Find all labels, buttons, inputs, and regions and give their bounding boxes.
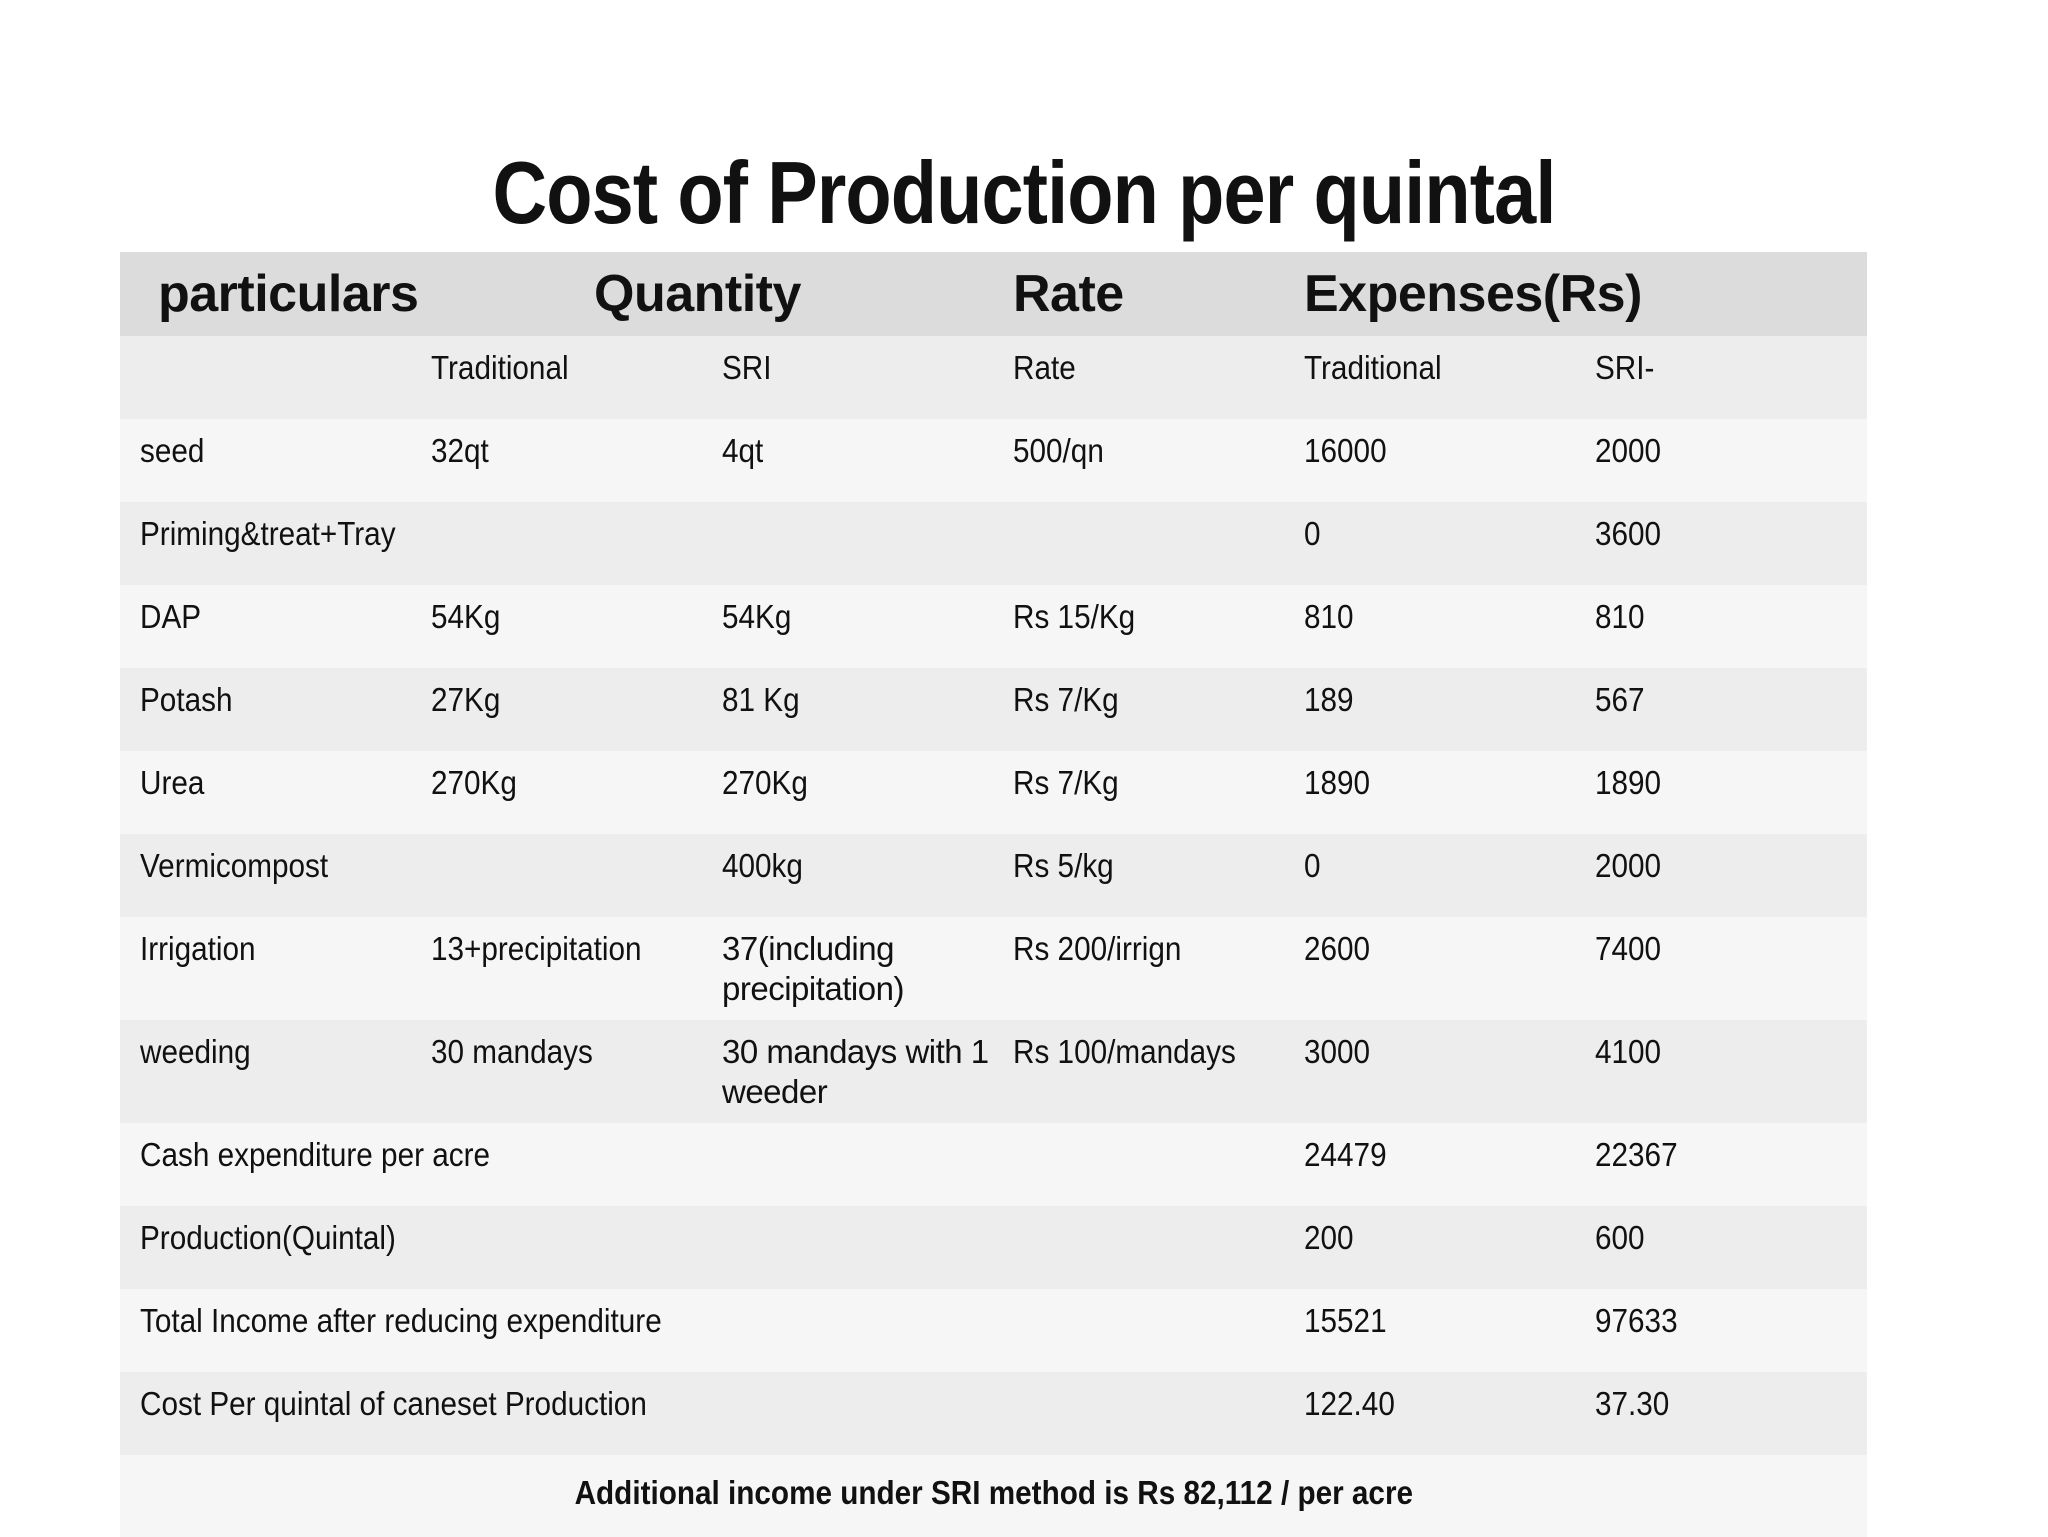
- cell-exp-traditional: 200: [1304, 1219, 1354, 1256]
- table-row: Irrigation 13+precipitation 37(including…: [120, 917, 1867, 1020]
- cell-qty-traditional: 27Kg: [431, 681, 501, 718]
- table-row: Cash expenditure per acre 24479 22367: [120, 1123, 1867, 1206]
- cell-qty-traditional: 54Kg: [431, 598, 501, 635]
- cell-qty-sri: 400kg: [722, 847, 803, 884]
- cell-exp-sri: 567: [1595, 681, 1645, 718]
- cell-exp-traditional: 189: [1304, 681, 1354, 718]
- cell-exp-sri: 22367: [1595, 1136, 1678, 1173]
- cell-exp-sri: 1890: [1595, 764, 1662, 801]
- cell-exp-sri: 37.30: [1595, 1385, 1670, 1422]
- cell-particular: weeding: [140, 1033, 251, 1070]
- header-rate: Rate: [1013, 265, 1124, 323]
- cell-particular: Potash: [140, 681, 233, 718]
- cell-particular: Urea: [140, 764, 205, 801]
- cell-qty-traditional: 13+precipitation: [431, 930, 642, 967]
- subheader-rate: Rate: [1013, 349, 1076, 386]
- table-row: seed 32qt 4qt 500/qn 16000 2000: [120, 419, 1867, 502]
- cell-exp-sri: 4100: [1595, 1033, 1662, 1070]
- cell-exp-sri: 2000: [1595, 847, 1662, 884]
- cell-particular: Vermicompost: [140, 847, 329, 884]
- table-header-row: particulars Quantity Rate Expenses(Rs): [120, 252, 1867, 336]
- cell-rate: Rs 7/Kg: [1013, 764, 1119, 801]
- cell-rate: Rs 15/Kg: [1013, 598, 1136, 635]
- cell-qty-traditional: 270Kg: [431, 764, 517, 801]
- cell-exp-traditional: 1890: [1304, 764, 1371, 801]
- cell-exp-sri: 7400: [1595, 930, 1662, 967]
- cell-rate: Rs 200/irrign: [1013, 930, 1182, 967]
- cell-particular: seed: [140, 432, 205, 469]
- cell-exp-traditional: 810: [1304, 598, 1354, 635]
- cell-qty-sri: 81 Kg: [722, 681, 800, 718]
- cell-qty-traditional: 30 mandays: [431, 1033, 593, 1070]
- page-title: Cost of Production per quintal: [492, 143, 1556, 242]
- cell-particular: Total Income after reducing expenditure: [140, 1302, 662, 1339]
- subheader-qty-sri: SRI: [722, 349, 772, 386]
- table-row: Production(Quintal) 200 600: [120, 1206, 1867, 1289]
- subheader-exp-traditional: Traditional: [1304, 349, 1442, 386]
- cell-exp-sri: 810: [1595, 598, 1645, 635]
- cost-table: particulars Quantity Rate Expenses(Rs) T…: [120, 252, 1867, 1537]
- table-row: Potash 27Kg 81 Kg Rs 7/Kg 189 567: [120, 668, 1867, 751]
- cell-exp-traditional: 0: [1304, 515, 1321, 552]
- cell-particular: Priming&treat+Tray: [140, 515, 396, 552]
- cell-rate: Rs 5/kg: [1013, 847, 1114, 884]
- cell-exp-traditional: 0: [1304, 847, 1321, 884]
- cell-exp-traditional: 3000: [1304, 1033, 1371, 1070]
- cell-particular: Production(Quintal): [140, 1219, 396, 1256]
- table-row: Cost Per quintal of caneset Production 1…: [120, 1372, 1867, 1455]
- cell-exp-traditional: 2600: [1304, 930, 1371, 967]
- cell-exp-traditional: 15521: [1304, 1302, 1387, 1339]
- table-subheader-row: Traditional SRI Rate Traditional SRI-: [120, 336, 1867, 419]
- cell-qty-sri: 270Kg: [722, 764, 808, 801]
- cell-exp-sri: 2000: [1595, 432, 1662, 469]
- cell-qty-sri: 54Kg: [722, 598, 792, 635]
- cell-qty-sri: 30 mandays with 1 weeder: [722, 1033, 989, 1110]
- cell-exp-traditional: 24479: [1304, 1136, 1387, 1173]
- cell-particular: Cash expenditure per acre: [140, 1136, 491, 1173]
- cell-qty-traditional: 32qt: [431, 432, 489, 469]
- cell-particular: Cost Per quintal of caneset Production: [140, 1385, 647, 1422]
- table-row: Priming&treat+Tray 0 3600: [120, 502, 1867, 585]
- header-expenses: Expenses(Rs): [1304, 265, 1642, 323]
- cell-rate: 500/qn: [1013, 432, 1104, 469]
- cell-exp-sri: 3600: [1595, 515, 1662, 552]
- cell-particular: DAP: [140, 598, 202, 635]
- additional-income-note: Additional income under SRI method is Rs…: [574, 1474, 1413, 1511]
- cell-qty-sri: 4qt: [722, 432, 764, 469]
- header-quantity: Quantity: [594, 265, 801, 323]
- table-row: Vermicompost 400kg Rs 5/kg 0 2000: [120, 834, 1867, 917]
- header-particulars: particulars: [158, 265, 419, 323]
- cell-exp-sri: 97633: [1595, 1302, 1678, 1339]
- cell-exp-traditional: 16000: [1304, 432, 1387, 469]
- subheader-exp-sri: SRI-: [1595, 349, 1655, 386]
- cell-qty-sri: 37(including precipitation): [722, 930, 904, 1007]
- table-row: Urea 270Kg 270Kg Rs 7/Kg 1890 1890: [120, 751, 1867, 834]
- cell-exp-sri: 600: [1595, 1219, 1645, 1256]
- cell-rate: Rs 100/mandays: [1013, 1033, 1236, 1070]
- table-row: Total Income after reducing expenditure …: [120, 1289, 1867, 1372]
- cell-exp-traditional: 122.40: [1304, 1385, 1395, 1422]
- table-row: DAP 54Kg 54Kg Rs 15/Kg 810 810: [120, 585, 1867, 668]
- cell-particular: Irrigation: [140, 930, 256, 967]
- subheader-qty-traditional: Traditional: [431, 349, 569, 386]
- cell-rate: Rs 7/Kg: [1013, 681, 1119, 718]
- table-row: weeding 30 mandays 30 mandays with 1 wee…: [120, 1020, 1867, 1123]
- table-footer-row: Additional income under SRI method is Rs…: [120, 1455, 1867, 1537]
